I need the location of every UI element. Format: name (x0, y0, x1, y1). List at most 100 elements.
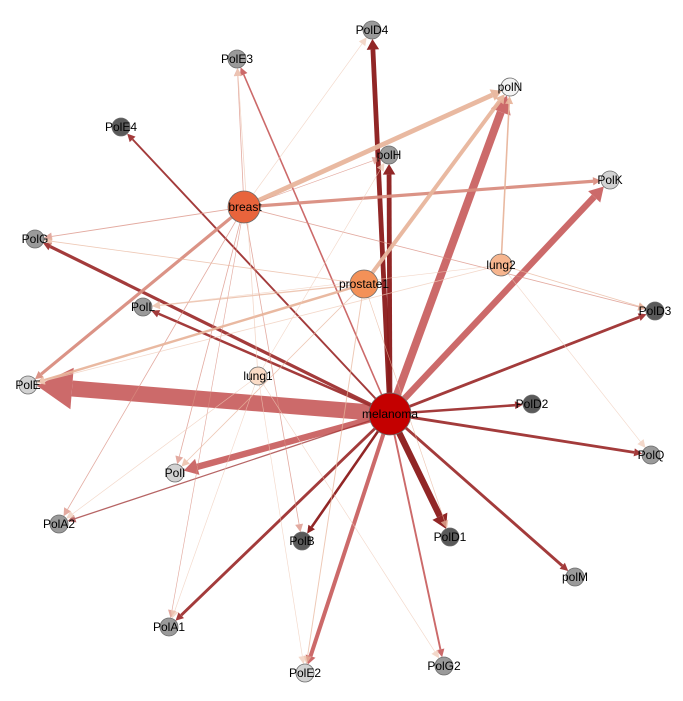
node-breast[interactable]: breast (227, 190, 262, 224)
edge-arrowhead (183, 458, 200, 475)
node-circle[interactable] (165, 463, 185, 483)
edge-arrowhead (637, 439, 646, 448)
node-label: lung1 (243, 369, 273, 383)
edge-line (401, 315, 640, 411)
node-prostate1[interactable]: prostate1 (339, 269, 389, 299)
node-circle[interactable] (18, 375, 38, 395)
node-circle[interactable] (295, 663, 315, 683)
node-circle[interactable] (49, 514, 69, 534)
edge-line (196, 414, 379, 470)
edge-lung1-PolG2 (260, 380, 440, 659)
node-polN[interactable]: polN (498, 77, 523, 97)
node-circle[interactable] (440, 527, 460, 547)
node-polH[interactable]: polH (377, 145, 402, 165)
node-label: PolE4 (105, 120, 137, 134)
edge-breast-PolA2 (63, 215, 240, 517)
node-PolK[interactable]: PolK (597, 170, 623, 190)
edge-melanoma-PolG2 (391, 426, 445, 658)
node-circle[interactable] (522, 394, 542, 414)
edge-arrowhead (637, 313, 647, 321)
edge-line (252, 160, 374, 205)
edge-arrowhead (43, 237, 53, 246)
node-lung2[interactable]: lung2 (486, 253, 516, 277)
edge-lung2-PolQ (504, 269, 646, 448)
node-PolD3[interactable]: PolD3 (639, 301, 672, 321)
edge-lung1-polH (260, 162, 385, 372)
node-PolG2[interactable]: PolG2 (427, 656, 461, 676)
node-circle[interactable] (227, 190, 261, 224)
edge-melanoma-PolD3 (401, 313, 647, 411)
node-circle[interactable] (565, 567, 585, 587)
edge-line (72, 378, 254, 515)
node-label: polN (498, 80, 523, 94)
node-circle[interactable] (292, 531, 312, 551)
edge-arrowhead (175, 455, 184, 465)
node-circle[interactable] (349, 269, 379, 299)
node-PolD4[interactable]: PolD4 (356, 20, 389, 40)
node-PolG[interactable]: PolG (22, 229, 49, 249)
node-polM[interactable]: polM (562, 567, 588, 587)
edge-arrowhead (175, 612, 185, 621)
edge-melanoma-polN (390, 95, 511, 404)
node-circle[interactable] (248, 366, 268, 386)
edge-prostate1-PolL (151, 284, 356, 310)
edge-melanoma-PolB (307, 423, 384, 534)
node-circle[interactable] (489, 253, 513, 277)
node-PolE3[interactable]: PolE3 (221, 49, 253, 69)
node-PolE4[interactable]: PolE4 (105, 117, 137, 137)
edge-line (237, 75, 259, 371)
edge-arrowhead (592, 177, 602, 186)
edge-arrowhead (491, 95, 511, 116)
node-circle[interactable] (434, 656, 454, 676)
node-PolE[interactable]: PolE (15, 375, 41, 395)
node-PolA2[interactable]: PolA2 (43, 514, 75, 534)
node-lung1[interactable]: lung1 (243, 366, 273, 386)
node-circle[interactable] (600, 170, 620, 190)
edge-line (390, 110, 505, 404)
edge-line (251, 92, 494, 206)
edge-prostate1-PolG (43, 237, 356, 284)
edge-lung1-PolA2 (66, 378, 254, 519)
edge-line (174, 380, 257, 612)
node-PolD2[interactable]: PolD2 (516, 394, 549, 414)
node-PolL[interactable]: PolL (131, 297, 155, 317)
node-circle[interactable] (133, 297, 153, 317)
node-circle[interactable] (25, 229, 45, 249)
node-PolE2[interactable]: PolE2 (289, 663, 321, 683)
edge-line (398, 421, 564, 567)
edge-breast-PolK (253, 177, 602, 208)
node-circle[interactable] (641, 445, 661, 465)
node-label: PolB (289, 534, 314, 548)
edge-lung2-polN (500, 95, 514, 259)
edge-arrowhead (366, 38, 380, 50)
node-circle[interactable] (227, 49, 247, 69)
node-PolA1[interactable]: PolA1 (153, 617, 185, 637)
edge-line (171, 216, 243, 611)
edge-line (40, 211, 238, 376)
edge-arrowhead (376, 162, 385, 172)
node-circle[interactable] (159, 617, 179, 637)
node-PolD1[interactable]: PolD1 (434, 527, 467, 547)
node-PolQ[interactable]: PolQ (638, 445, 665, 465)
node-PolI[interactable]: PolI (165, 463, 186, 483)
node-circle[interactable] (362, 20, 382, 40)
node-melanoma[interactable]: melanoma (362, 392, 418, 436)
edge-lung1-PolE2 (258, 381, 307, 665)
edge-breast-polN (251, 89, 502, 206)
edge-line (242, 74, 386, 403)
nodes-layer: melanoma breast prostate1 lung2 lung1 PolD4 Po… (15, 20, 672, 683)
node-circle[interactable] (645, 301, 665, 321)
node-PolB[interactable]: PolB (289, 531, 315, 551)
node-label: PolD3 (639, 304, 672, 318)
edge-lung2-PolL (151, 265, 495, 309)
edge-arrowhead (66, 510, 76, 519)
edge-melanoma-PolD2 (402, 401, 524, 415)
edge-breast-PolE (34, 211, 238, 380)
node-circle[interactable] (500, 77, 520, 97)
edge-prostate1-PolE2 (303, 292, 364, 665)
node-circle[interactable] (379, 145, 399, 165)
node-circle[interactable] (111, 117, 131, 137)
edge-line (178, 216, 242, 457)
node-circle[interactable] (368, 392, 412, 436)
